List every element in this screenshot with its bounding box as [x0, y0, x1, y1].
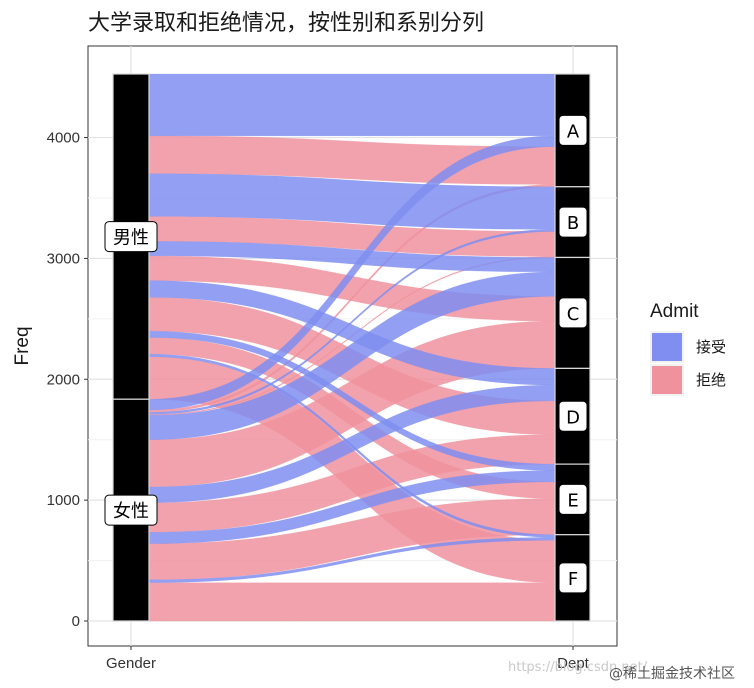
legend-label: 接受 — [696, 338, 726, 356]
stratum-label-box-dept-4 — [558, 483, 588, 515]
flow-1-F-1 — [148, 582, 556, 622]
watermark-site: @稀土掘金技术社区 — [609, 666, 735, 682]
x-tick-label: Dept — [557, 655, 590, 672]
stratum-label-dept-3: D — [566, 407, 580, 428]
y-tick-label: 3000 — [47, 250, 80, 267]
stratum-label-gender-0: 男性 — [113, 228, 149, 249]
stratum-label-box-dept-0 — [558, 114, 588, 146]
stratum-label-dept-2: C — [567, 304, 580, 325]
stratum-label-dept-4: E — [567, 490, 578, 511]
stratum-label-gender-1: 女性 — [113, 501, 149, 522]
legend-label: 拒绝 — [696, 371, 726, 389]
stratum-label-box-dept-2 — [558, 297, 588, 329]
y-tick-label: 2000 — [47, 371, 80, 388]
y-tick-label: 1000 — [47, 492, 80, 509]
flows — [148, 73, 556, 622]
y-axis-title: Freq — [12, 326, 33, 365]
y-axis: 0 1000 2000 3000 4000 — [47, 130, 88, 630]
stratum-label-box-gender-1 — [104, 494, 158, 526]
legend-swatch — [652, 333, 682, 361]
stratum-label-dept-5: F — [568, 569, 578, 590]
y-tick-label: 0 — [72, 613, 80, 630]
x-tick-label: Gender — [106, 655, 156, 672]
watermark-url: https://blog.csdn.net/ — [508, 660, 648, 675]
flow-0-A-0 — [148, 73, 556, 137]
x-axis: Gender Dept — [106, 646, 590, 672]
stratum-label-box-dept-3 — [558, 400, 588, 432]
y-tick-label: 4000 — [47, 130, 80, 147]
stratum-label-dept-1: B — [567, 213, 579, 234]
chart-title: 大学录取和拒绝情况，按性别和系别分列 — [88, 11, 484, 36]
legend-title: Admit — [650, 301, 699, 322]
stratum-label-box-gender-0 — [104, 221, 158, 253]
stratum-label-box-dept-1 — [558, 206, 588, 238]
legend-swatch — [652, 366, 682, 394]
stratum-label-box-dept-5 — [558, 562, 588, 594]
stratum-label-dept-0: A — [567, 121, 580, 142]
